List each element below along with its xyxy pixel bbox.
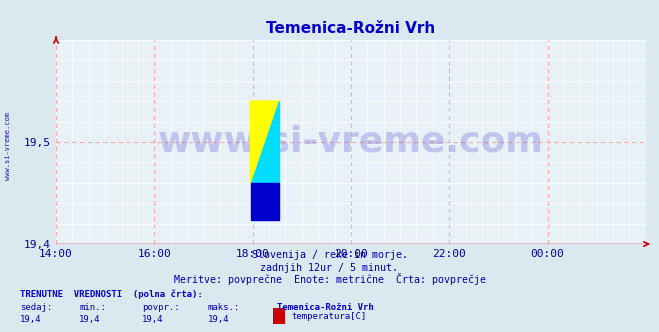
Bar [250, 183, 279, 219]
Text: Slovenija / reke in morje.: Slovenija / reke in morje. [252, 250, 407, 260]
Text: www.si-vreme.com: www.si-vreme.com [158, 125, 544, 159]
Text: 19,4: 19,4 [20, 315, 42, 324]
Text: Meritve: povprečne  Enote: metrične  Črta: povprečje: Meritve: povprečne Enote: metrične Črta:… [173, 273, 486, 285]
Title: Temenica-Rožni Vrh: Temenica-Rožni Vrh [266, 21, 436, 36]
Text: Temenica-Rožni Vrh: Temenica-Rožni Vrh [277, 303, 374, 312]
Text: 19,4: 19,4 [208, 315, 229, 324]
Text: www.si-vreme.com: www.si-vreme.com [5, 112, 11, 180]
Text: maks.:: maks.: [208, 303, 240, 312]
Text: zadnjih 12ur / 5 minut.: zadnjih 12ur / 5 minut. [260, 263, 399, 273]
Polygon shape [250, 101, 279, 183]
Text: 19,4: 19,4 [79, 315, 101, 324]
Text: sedaj:: sedaj: [20, 303, 52, 312]
Polygon shape [250, 101, 279, 183]
Text: TRENUTNE  VREDNOSTI  (polna črta):: TRENUTNE VREDNOSTI (polna črta): [20, 290, 202, 299]
Text: min.:: min.: [79, 303, 106, 312]
Text: povpr.:: povpr.: [142, 303, 179, 312]
Text: temperatura[C]: temperatura[C] [291, 312, 366, 321]
Text: 19,4: 19,4 [142, 315, 163, 324]
